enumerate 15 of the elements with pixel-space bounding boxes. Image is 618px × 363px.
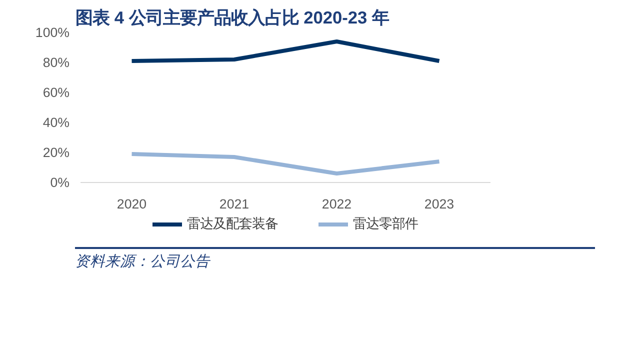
- x-tick-label: 2021: [219, 196, 250, 212]
- x-tick-label: 2022: [322, 196, 352, 212]
- legend-label: 雷达零部件: [353, 215, 418, 233]
- y-tick-label: 20%: [42, 145, 70, 160]
- chart-title: 图表 4 公司主要产品收入占比 2020-23 年: [76, 8, 389, 28]
- y-tick-label: 100%: [35, 25, 70, 40]
- text: 资料来源：公司公告: [75, 252, 210, 272]
- x-tick-label: 2020: [116, 196, 147, 212]
- y-tick-label: 0%: [50, 175, 70, 190]
- x-tick-label: 2023: [424, 196, 454, 212]
- y-tick-label: 40%: [42, 115, 70, 130]
- legend-label: 雷达及配套装备: [187, 215, 278, 233]
- y-tick-label: 60%: [42, 85, 70, 100]
- y-tick-label: 80%: [42, 55, 70, 70]
- line-series: [130, 152, 442, 176]
